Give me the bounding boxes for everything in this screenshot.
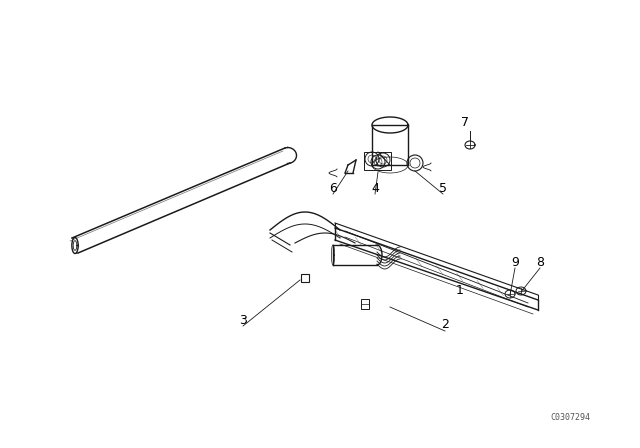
Text: 6: 6 <box>329 181 337 194</box>
Text: 7: 7 <box>461 116 469 129</box>
Bar <box>361 299 369 309</box>
Text: 4: 4 <box>371 181 379 194</box>
Text: C0307294: C0307294 <box>550 414 590 422</box>
Text: 5: 5 <box>439 181 447 194</box>
Text: 3: 3 <box>239 314 247 327</box>
Bar <box>364 152 391 170</box>
Text: 2: 2 <box>441 319 449 332</box>
Bar <box>301 274 309 282</box>
Text: 1: 1 <box>456 284 464 297</box>
Text: 8: 8 <box>536 255 544 268</box>
Text: 9: 9 <box>511 255 519 268</box>
